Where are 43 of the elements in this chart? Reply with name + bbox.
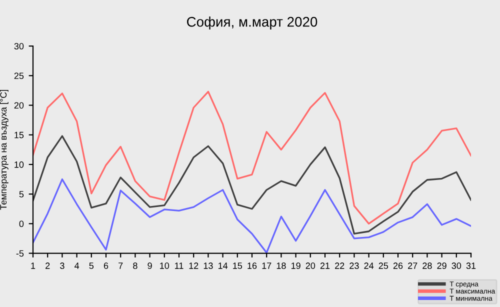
x-tick-label: 20 <box>306 262 316 269</box>
x-tick-label: 31 <box>466 262 476 269</box>
y-tick-label: 15 <box>14 132 24 138</box>
x-tick-label: 14 <box>218 262 228 269</box>
y-tick-label: 25 <box>14 72 24 80</box>
x-tick-label: 8 <box>133 262 138 269</box>
x-tick-label: 25 <box>378 262 388 269</box>
x-tick-label: 16 <box>248 262 257 269</box>
chart-title: София, м.март 2020 <box>187 16 318 30</box>
x-tick-label: 17 <box>262 262 272 269</box>
x-tick-label: 4 <box>74 262 80 269</box>
x-tick-label: 9 <box>148 262 152 269</box>
x-tick-label: 15 <box>233 262 242 269</box>
x-tick-label: 19 <box>291 262 300 269</box>
x-tick-label: 13 <box>204 262 213 269</box>
x-tick-label: 21 <box>320 262 330 269</box>
x-tick-label: 22 <box>335 262 344 269</box>
x-tick-label: 29 <box>437 262 446 269</box>
x-tick-label: 3 <box>60 262 64 269</box>
y-tick-label: 10 <box>14 161 24 168</box>
line-series <box>33 135 471 235</box>
y-axis-title: Температура на въздуха [°C] <box>0 90 8 210</box>
x-tick-label: 5 <box>89 262 94 269</box>
x-tick-label: 12 <box>189 262 198 269</box>
x-tick-label: 26 <box>393 262 403 269</box>
x-tick-label: 30 <box>452 262 462 269</box>
y-tick-label: -5 <box>16 250 24 257</box>
x-tick-label: 27 <box>408 262 418 269</box>
x-tick-label: 2 <box>46 262 50 269</box>
x-tick-label: 6 <box>104 262 108 269</box>
y-tick-label: 5 <box>19 191 24 198</box>
y-tick-label: 20 <box>14 102 24 109</box>
x-tick-label: 11 <box>175 262 184 269</box>
y-tick-label: 30 <box>14 43 24 50</box>
line-series <box>33 90 471 225</box>
x-tick-label: 1 <box>31 262 36 269</box>
x-tick-label: 23 <box>350 262 359 269</box>
x-tick-label: 28 <box>422 262 432 269</box>
x-tick-label: 24 <box>364 262 374 269</box>
x-tick-label: 7 <box>118 262 123 269</box>
y-tick-label: 0 <box>19 220 24 228</box>
x-tick-label: 18 <box>276 262 286 269</box>
x-tick-label: 10 <box>160 262 170 269</box>
